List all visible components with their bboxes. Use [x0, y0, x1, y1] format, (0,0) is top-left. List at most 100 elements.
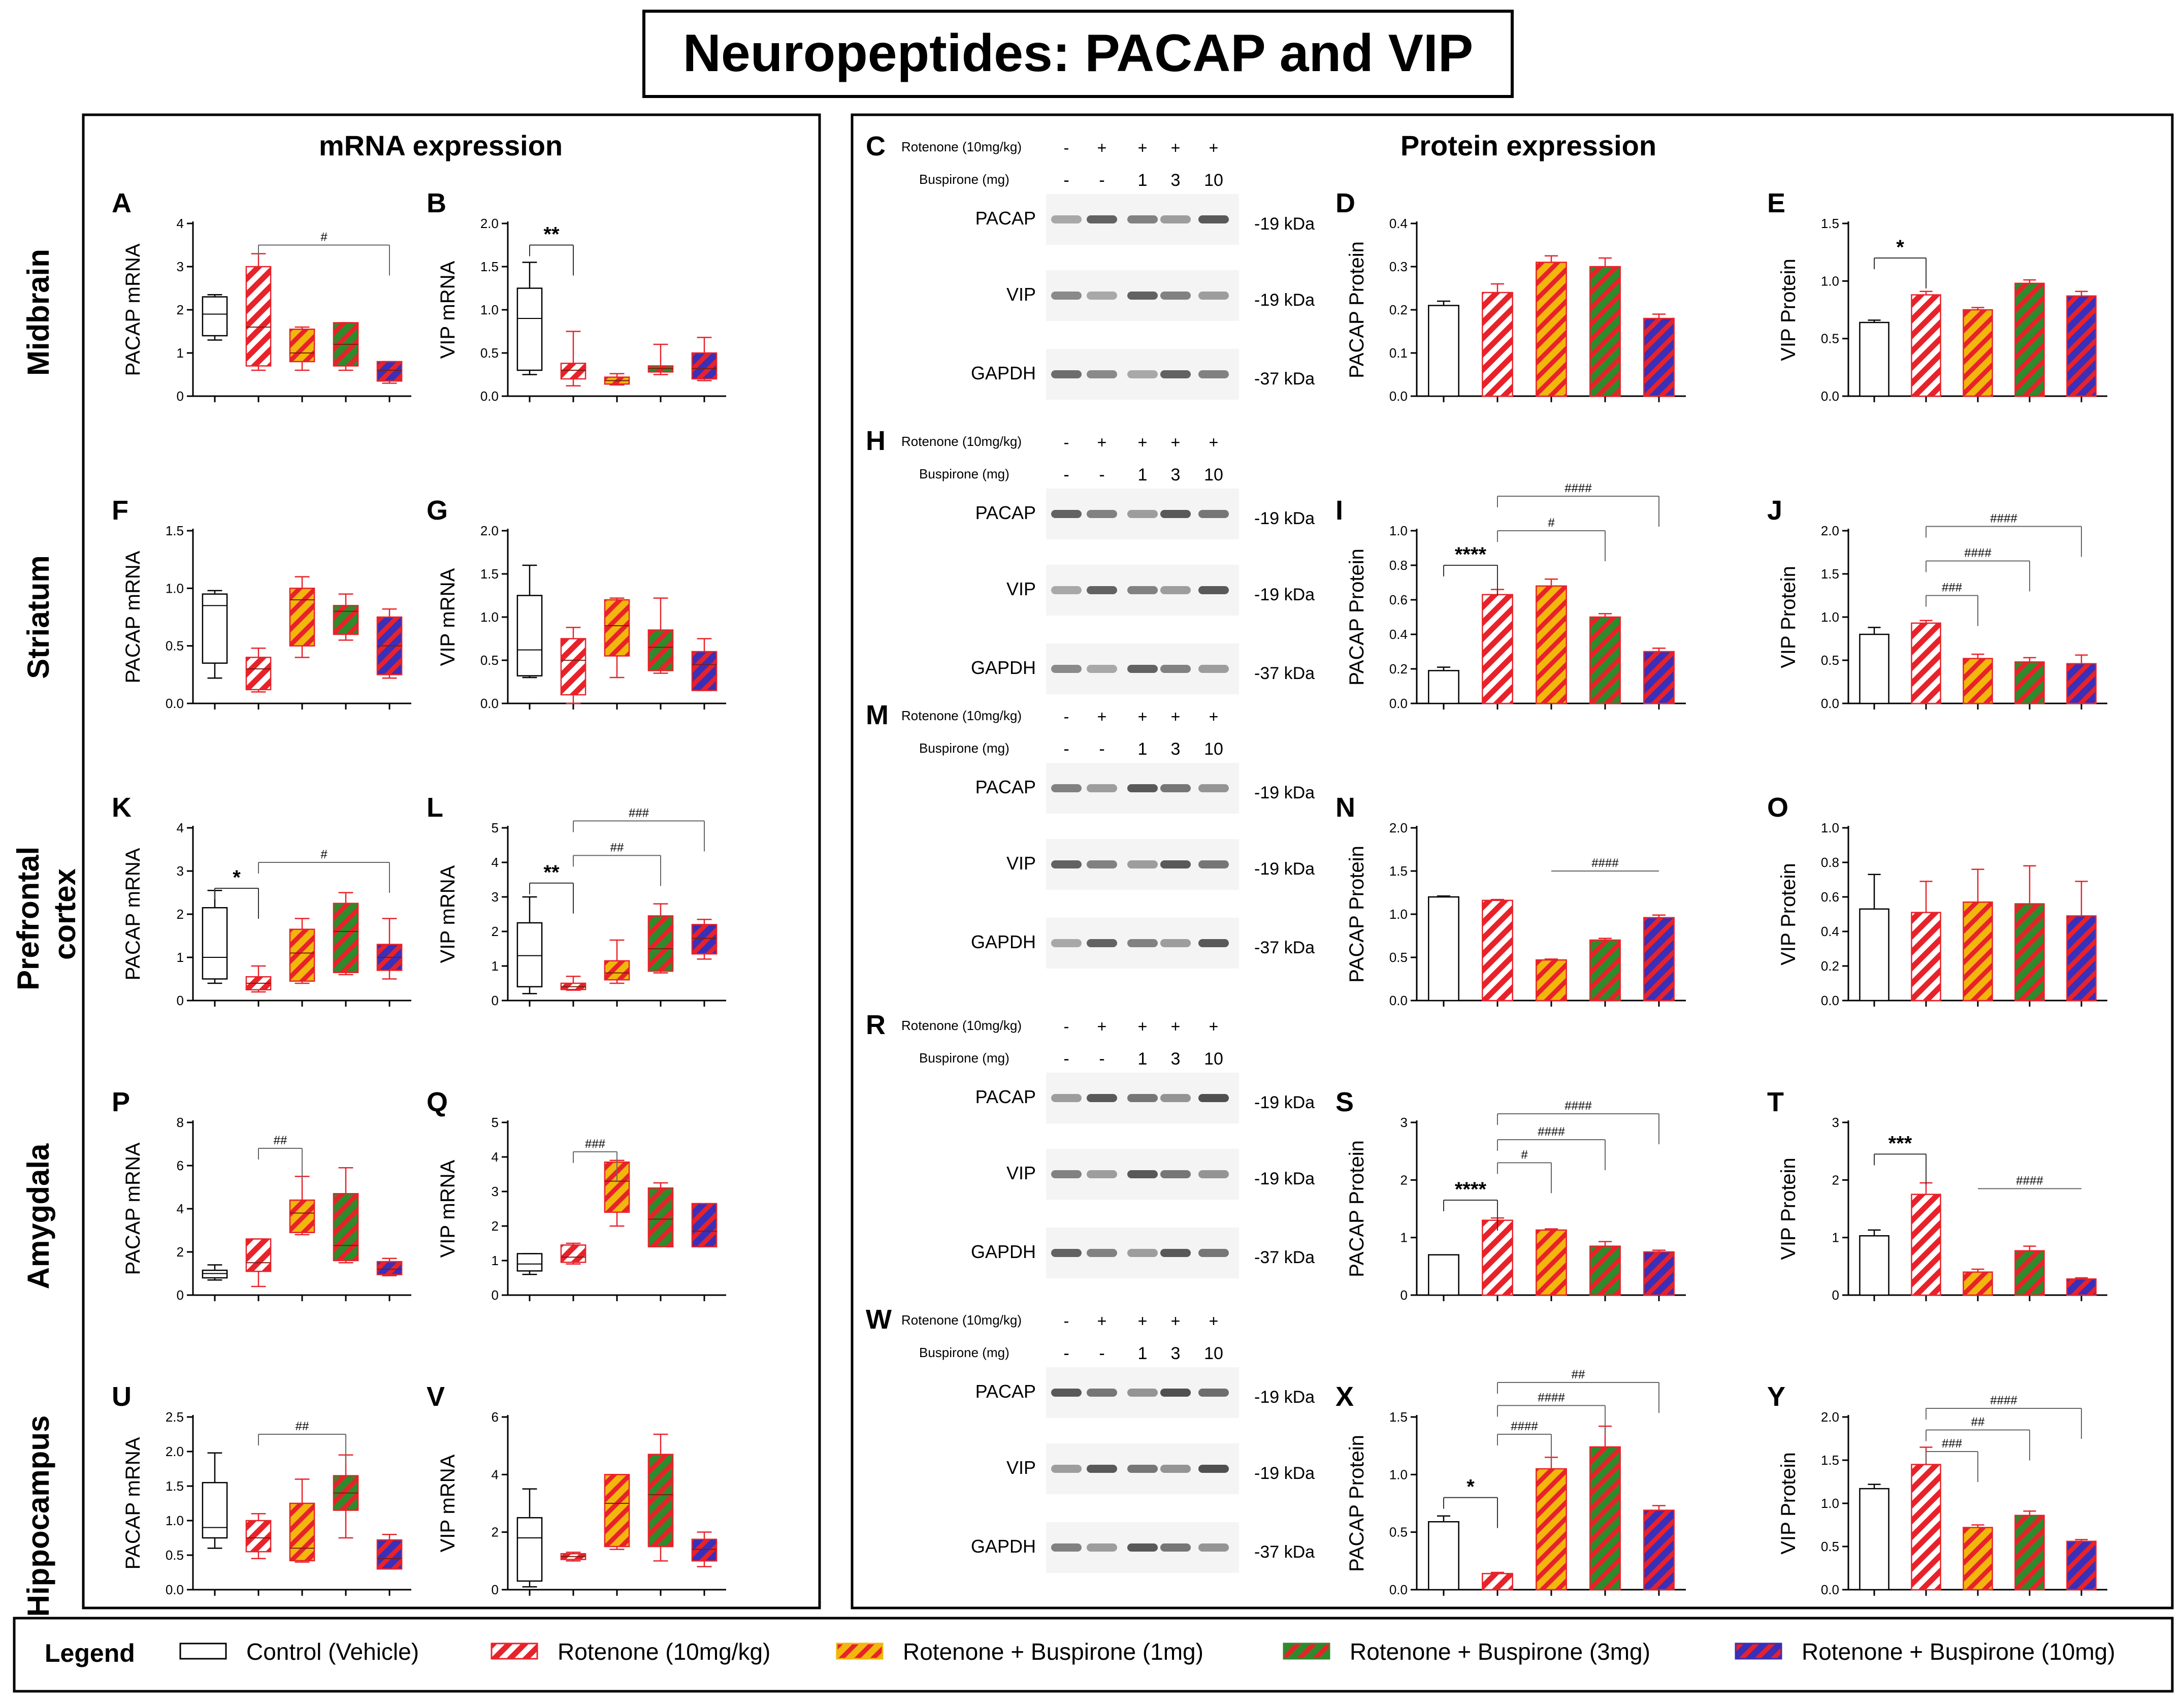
bar-Y-4 [2066, 1539, 2097, 1591]
buspirone-dose: 1 [1138, 1049, 1148, 1069]
bar-D-4 [1643, 313, 1675, 397]
buspirone-label: Buspirone (mg) [919, 466, 1009, 481]
blot-band [1160, 939, 1191, 947]
y-tick-label: 0.0 [480, 389, 499, 404]
rotenone-sign: + [1209, 707, 1219, 726]
bar-rect [1536, 959, 1567, 1002]
panel-letter-N: N [1335, 792, 1355, 823]
y-tick-label: 1.5 [480, 259, 499, 274]
panel-letter-E: E [1767, 188, 1785, 218]
band-label: VIP [1006, 853, 1036, 874]
blot-band [1051, 370, 1082, 378]
sig-label: *** [1888, 1132, 1912, 1154]
bar-rect [1963, 658, 1993, 704]
box-body [560, 1244, 586, 1263]
bar-rect [1482, 899, 1513, 1002]
bar-S-2 [1536, 1228, 1567, 1296]
blot-band [1051, 665, 1082, 673]
chart-E: E 0.0 0.5 1.0 1.5 VIP Protein * [1767, 188, 2107, 404]
sig-label: ## [296, 1420, 309, 1433]
sig-label: # [320, 231, 328, 244]
chart-G: G 0.0 0.5 1.0 1.5 2.0 VIP mRNA [427, 495, 726, 711]
panel-letter-O: O [1767, 792, 1788, 823]
rotenone-sign: - [1064, 1312, 1069, 1330]
significance-S: **** [1443, 1178, 1498, 1231]
rotenone-sign: + [1138, 139, 1148, 157]
blot-band [1160, 215, 1191, 223]
y-tick-label: 3 [492, 1184, 499, 1199]
box-P-1 [245, 1238, 272, 1287]
box-L-3 [647, 903, 674, 974]
y-tick-label: 0.3 [1389, 259, 1408, 274]
bar-S-4 [1643, 1249, 1675, 1296]
y-tick-label: 0 [1400, 1287, 1408, 1303]
box-P-2 [289, 1176, 315, 1236]
y-tick-label: 1.5 [1389, 863, 1408, 879]
significance-I: #### [1497, 481, 1659, 527]
chart-N: N 0.0 0.5 1.0 1.5 2.0 PACAP Protein #### [1335, 792, 1686, 1008]
bar-O-2 [1963, 868, 1993, 1002]
band-label: PACAP [975, 1381, 1036, 1402]
box-body [376, 1539, 403, 1570]
blot-band [1198, 510, 1229, 518]
y-axis-label: PACAP Protein [1346, 846, 1368, 983]
bar-E-3 [2014, 279, 2045, 397]
sig-label: #### [1591, 856, 1619, 870]
box-body [604, 599, 630, 657]
box-body [647, 915, 674, 972]
box-body [333, 605, 359, 635]
buspirone-dose: - [1063, 465, 1069, 485]
y-tick-label: 0 [492, 1287, 499, 1303]
bar-rect [1643, 1509, 1675, 1591]
box-U-0 [202, 1452, 228, 1549]
blot-band [1198, 586, 1229, 594]
y-tick-label: 1.5 [1821, 216, 1839, 231]
bar-rect [1536, 585, 1567, 704]
y-axis-label: PACAP Protein [1346, 549, 1368, 686]
bar-rect [1911, 1464, 1941, 1591]
bar-J-0 [1859, 627, 1889, 704]
blot-band [1160, 292, 1191, 300]
box-body [604, 960, 630, 981]
bar-rect [1963, 1271, 1993, 1296]
panel-letter-L: L [427, 792, 443, 823]
y-tick-label: 0.5 [1821, 331, 1839, 346]
band-kda: -37 kDa [1254, 369, 1315, 389]
bar-rect [1911, 294, 1941, 397]
panel-letter-V: V [427, 1381, 445, 1412]
blot-band [1127, 1543, 1158, 1552]
blot-band [1087, 784, 1117, 792]
blot-band [1127, 370, 1158, 378]
y-tick-label: 0.4 [1821, 924, 1839, 939]
box-body [202, 1269, 228, 1279]
bar-rect [2066, 295, 2097, 397]
buspirone-dose: - [1099, 1049, 1104, 1069]
buspirone-dose: - [1063, 171, 1069, 190]
y-axis-label: PACAP mRNA [122, 1437, 144, 1569]
band-label: GAPDH [971, 363, 1036, 383]
blot-band [1051, 939, 1082, 947]
rotenone-sign: - [1064, 433, 1069, 452]
y-tick-label: 0 [177, 389, 184, 404]
y-axis-label: VIP Protein [1777, 259, 1800, 361]
box-B-1 [560, 331, 586, 387]
band-kda: -37 kDa [1254, 664, 1315, 683]
sig-label: # [320, 848, 328, 861]
band-label: GAPDH [971, 657, 1036, 678]
box-body [560, 638, 586, 696]
sig-label: * [233, 866, 241, 889]
rotenone-sign: + [1209, 1312, 1219, 1330]
box-L-2 [604, 939, 630, 984]
y-tick-label: 1.0 [1389, 523, 1408, 538]
panel-letter-Y: Y [1767, 1381, 1785, 1412]
box-body [647, 629, 674, 671]
rotenone-sign: + [1097, 139, 1107, 157]
buspirone-dose: - [1099, 1344, 1104, 1363]
y-tick-label: 0.0 [480, 696, 499, 711]
buspirone-label: Buspirone (mg) [919, 1345, 1009, 1360]
box-body [691, 1203, 718, 1248]
y-tick-label: 1.5 [1389, 1409, 1408, 1425]
blot-band [1127, 586, 1158, 594]
